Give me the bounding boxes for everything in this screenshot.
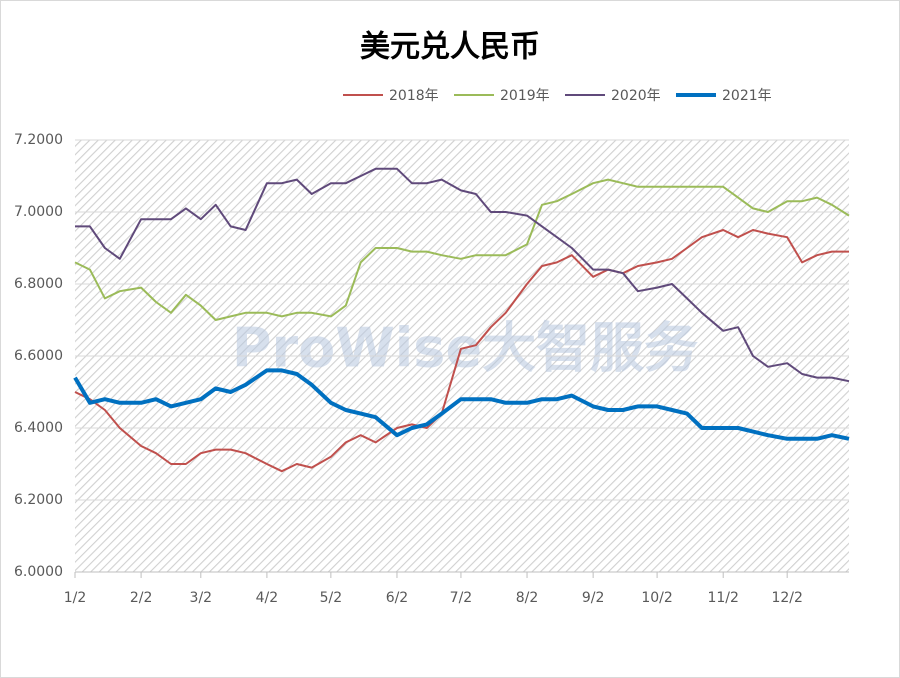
y-tick-label: 6.6000 <box>14 348 63 364</box>
x-tick-label: 5/2 <box>320 590 343 606</box>
y-tick-label: 7.0000 <box>14 204 63 220</box>
chart-title: 美元兑人民币 <box>360 30 540 65</box>
x-tick-label: 2/2 <box>130 590 153 606</box>
x-tick-label: 1/2 <box>64 590 87 606</box>
series-line <box>74 229 849 473</box>
x-tick-label: 3/2 <box>190 590 213 606</box>
y-tick-label: 6.4000 <box>14 420 63 436</box>
legend-label: 2021年 <box>722 88 772 104</box>
x-tick-label: 9/2 <box>582 590 605 606</box>
x-tick-label: 6/2 <box>386 590 409 606</box>
y-tick-label: 6.0000 <box>14 564 63 580</box>
y-tick-label: 6.8000 <box>14 276 63 292</box>
series-line <box>74 178 850 321</box>
y-tick-label: 7.2000 <box>14 132 63 148</box>
y-tick-label: 6.2000 <box>14 492 63 508</box>
series-line <box>75 167 850 383</box>
x-tick-label: 12/2 <box>771 590 802 606</box>
legend-label: 2020年 <box>611 88 661 104</box>
x-tick-label: 11/2 <box>707 590 738 606</box>
x-tick-label: 10/2 <box>641 590 672 606</box>
x-tick-label: 4/2 <box>256 590 279 606</box>
legend-label: 2019年 <box>500 88 550 104</box>
series-line <box>73 368 850 441</box>
x-tick-label: 7/2 <box>450 590 473 606</box>
legend-label: 2018年 <box>389 88 439 104</box>
x-tick-label: 8/2 <box>516 590 539 606</box>
